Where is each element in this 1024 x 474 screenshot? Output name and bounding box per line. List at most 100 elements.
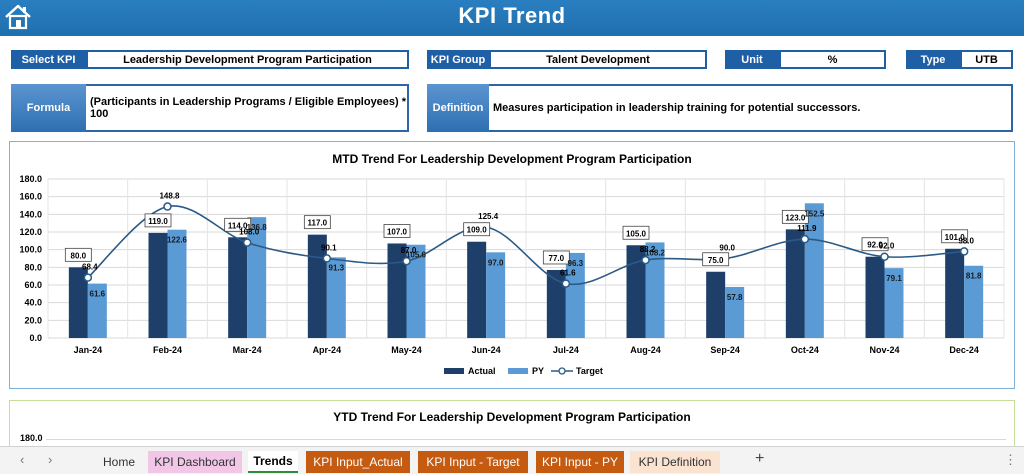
home-icon[interactable] bbox=[2, 2, 34, 32]
ytd-gridline bbox=[46, 439, 1006, 440]
tab-kpi-input-actual[interactable]: KPI Input_Actual bbox=[306, 451, 410, 473]
actual-bar bbox=[546, 269, 566, 338]
tab-kpi-definition[interactable]: KPI Definition bbox=[630, 451, 720, 473]
target-marker bbox=[402, 256, 411, 266]
actual-label-box bbox=[463, 222, 491, 237]
actual-data-label: 107.0 bbox=[387, 227, 408, 236]
y-tick-label: 180.0 bbox=[19, 174, 42, 184]
type-label: Type bbox=[906, 50, 960, 69]
actual-data-label: 109.0 bbox=[467, 226, 488, 235]
target-data-label: 98.0 bbox=[958, 236, 974, 245]
y-tick-label: 20.0 bbox=[24, 315, 42, 325]
y-tick-label: 120.0 bbox=[19, 227, 42, 237]
legend-py-swatch bbox=[508, 368, 528, 374]
legend-actual-label: Actual bbox=[468, 366, 496, 376]
actual-label-box bbox=[702, 252, 730, 267]
actual-bar bbox=[68, 267, 88, 338]
actual-data-label: 92.0 bbox=[867, 241, 883, 250]
target-data-label: 148.8 bbox=[159, 192, 180, 201]
target-marker bbox=[322, 254, 332, 263]
py-data-label: 57.8 bbox=[727, 293, 743, 302]
page-title: KPI Trend bbox=[458, 3, 566, 28]
x-tick-label: Jun-24 bbox=[472, 345, 501, 355]
y-tick-label: 40.0 bbox=[24, 298, 42, 308]
mtd-chart-title: MTD Trend For Leadership Development Pro… bbox=[332, 152, 692, 166]
py-bar bbox=[326, 257, 346, 338]
formula-label: Formula bbox=[11, 84, 86, 132]
py-data-label: 108.2 bbox=[645, 248, 666, 257]
py-data-label: 97.0 bbox=[488, 258, 504, 267]
mtd-chart-panel: MTD Trend For Leadership Development Pro… bbox=[9, 141, 1015, 389]
definition-label: Definition bbox=[427, 84, 489, 132]
target-data-label: 111.9 bbox=[797, 224, 817, 233]
definition-value: Measures participation in leadership tra… bbox=[489, 84, 1013, 132]
py-bar bbox=[486, 252, 506, 338]
next-sheet-button[interactable]: › bbox=[48, 452, 53, 467]
py-bar bbox=[565, 252, 585, 338]
x-tick-label: Oct-24 bbox=[791, 345, 819, 355]
x-tick-label: Sep-24 bbox=[710, 345, 740, 355]
target-data-label: 125.4 bbox=[478, 212, 499, 221]
py-data-label: 91.3 bbox=[329, 263, 345, 272]
unit-value: % bbox=[779, 50, 886, 69]
tab-kpi-dashboard[interactable]: KPI Dashboard bbox=[148, 451, 242, 473]
actual-label-box bbox=[303, 215, 331, 230]
target-data-label: 88.2 bbox=[640, 245, 656, 254]
py-data-label: 122.6 bbox=[167, 236, 188, 245]
target-marker bbox=[242, 238, 252, 247]
legend-py-label: PY bbox=[532, 366, 544, 376]
target-marker bbox=[163, 202, 172, 211]
actual-bar bbox=[467, 241, 487, 338]
target-data-label: 108.0 bbox=[239, 228, 260, 237]
formula-value: (Participants in Leadership Programs / E… bbox=[86, 84, 409, 132]
x-tick-label: Nov-24 bbox=[869, 345, 899, 355]
x-tick-label: Aug-24 bbox=[630, 345, 661, 355]
type-value: UTB bbox=[960, 50, 1013, 69]
actual-bar bbox=[706, 271, 726, 338]
target-marker bbox=[880, 252, 889, 261]
prev-sheet-button[interactable]: ‹ bbox=[20, 452, 25, 467]
y-tick-label: 60.0 bbox=[24, 280, 42, 290]
x-tick-label: Feb-24 bbox=[153, 345, 182, 355]
y-tick-label: 160.0 bbox=[19, 192, 42, 202]
target-marker bbox=[800, 234, 810, 244]
title-bar: KPI Trend bbox=[0, 0, 1024, 36]
tab-kpi-input-target[interactable]: KPI Input - Target bbox=[418, 451, 528, 473]
py-bar bbox=[884, 268, 904, 338]
select-kpi-dropdown[interactable]: Leadership Development Program Participa… bbox=[86, 50, 409, 69]
sheet-tabs-bar: ‹ › Home KPI Dashboard Trends KPI Input_… bbox=[0, 446, 1024, 474]
actual-label-box bbox=[941, 229, 969, 244]
tab-trends[interactable]: Trends bbox=[248, 451, 298, 473]
ytd-y-tick: 180.0 bbox=[20, 433, 43, 443]
ytd-chart-title: YTD Trend For Leadership Development Pro… bbox=[333, 410, 691, 424]
x-tick-label: Mar-24 bbox=[233, 345, 262, 355]
y-tick-label: 80.0 bbox=[24, 262, 42, 272]
actual-bar bbox=[228, 237, 248, 338]
legend-actual-swatch bbox=[444, 368, 464, 374]
actual-label-box bbox=[542, 250, 570, 265]
py-data-label: 152.5 bbox=[804, 209, 825, 218]
kpi-group-label: KPI Group bbox=[427, 50, 489, 69]
actual-bar bbox=[387, 243, 407, 338]
py-data-label: 81.8 bbox=[966, 272, 982, 281]
actual-label-box bbox=[224, 217, 252, 232]
py-data-label: 96.3 bbox=[568, 259, 584, 268]
x-tick-label: Apr-24 bbox=[313, 345, 342, 355]
actual-bar bbox=[307, 234, 327, 338]
actual-data-label: 114.0 bbox=[228, 221, 248, 230]
actual-label-box bbox=[861, 237, 889, 252]
py-data-label: 136.8 bbox=[247, 223, 268, 232]
py-bar bbox=[167, 229, 187, 338]
more-options-icon[interactable]: ⋮ bbox=[1004, 452, 1017, 467]
actual-bar bbox=[626, 245, 646, 338]
tab-kpi-input-py[interactable]: KPI Input - PY bbox=[536, 451, 624, 473]
x-tick-label: May-24 bbox=[391, 345, 422, 355]
legend-target-marker bbox=[558, 367, 566, 375]
legend-target-label: Target bbox=[576, 366, 603, 376]
py-data-label: 61.6 bbox=[90, 290, 106, 299]
y-tick-label: 140.0 bbox=[19, 209, 42, 219]
target-data-label: 90.0 bbox=[719, 244, 735, 253]
tab-home[interactable]: Home bbox=[102, 455, 135, 469]
mtd-chart: 0.0 20.0 40.0 60.0 80.0 100.0 120.0 140.0 160.0 1… bbox=[19, 174, 1005, 376]
add-sheet-button[interactable]: + bbox=[755, 450, 765, 467]
